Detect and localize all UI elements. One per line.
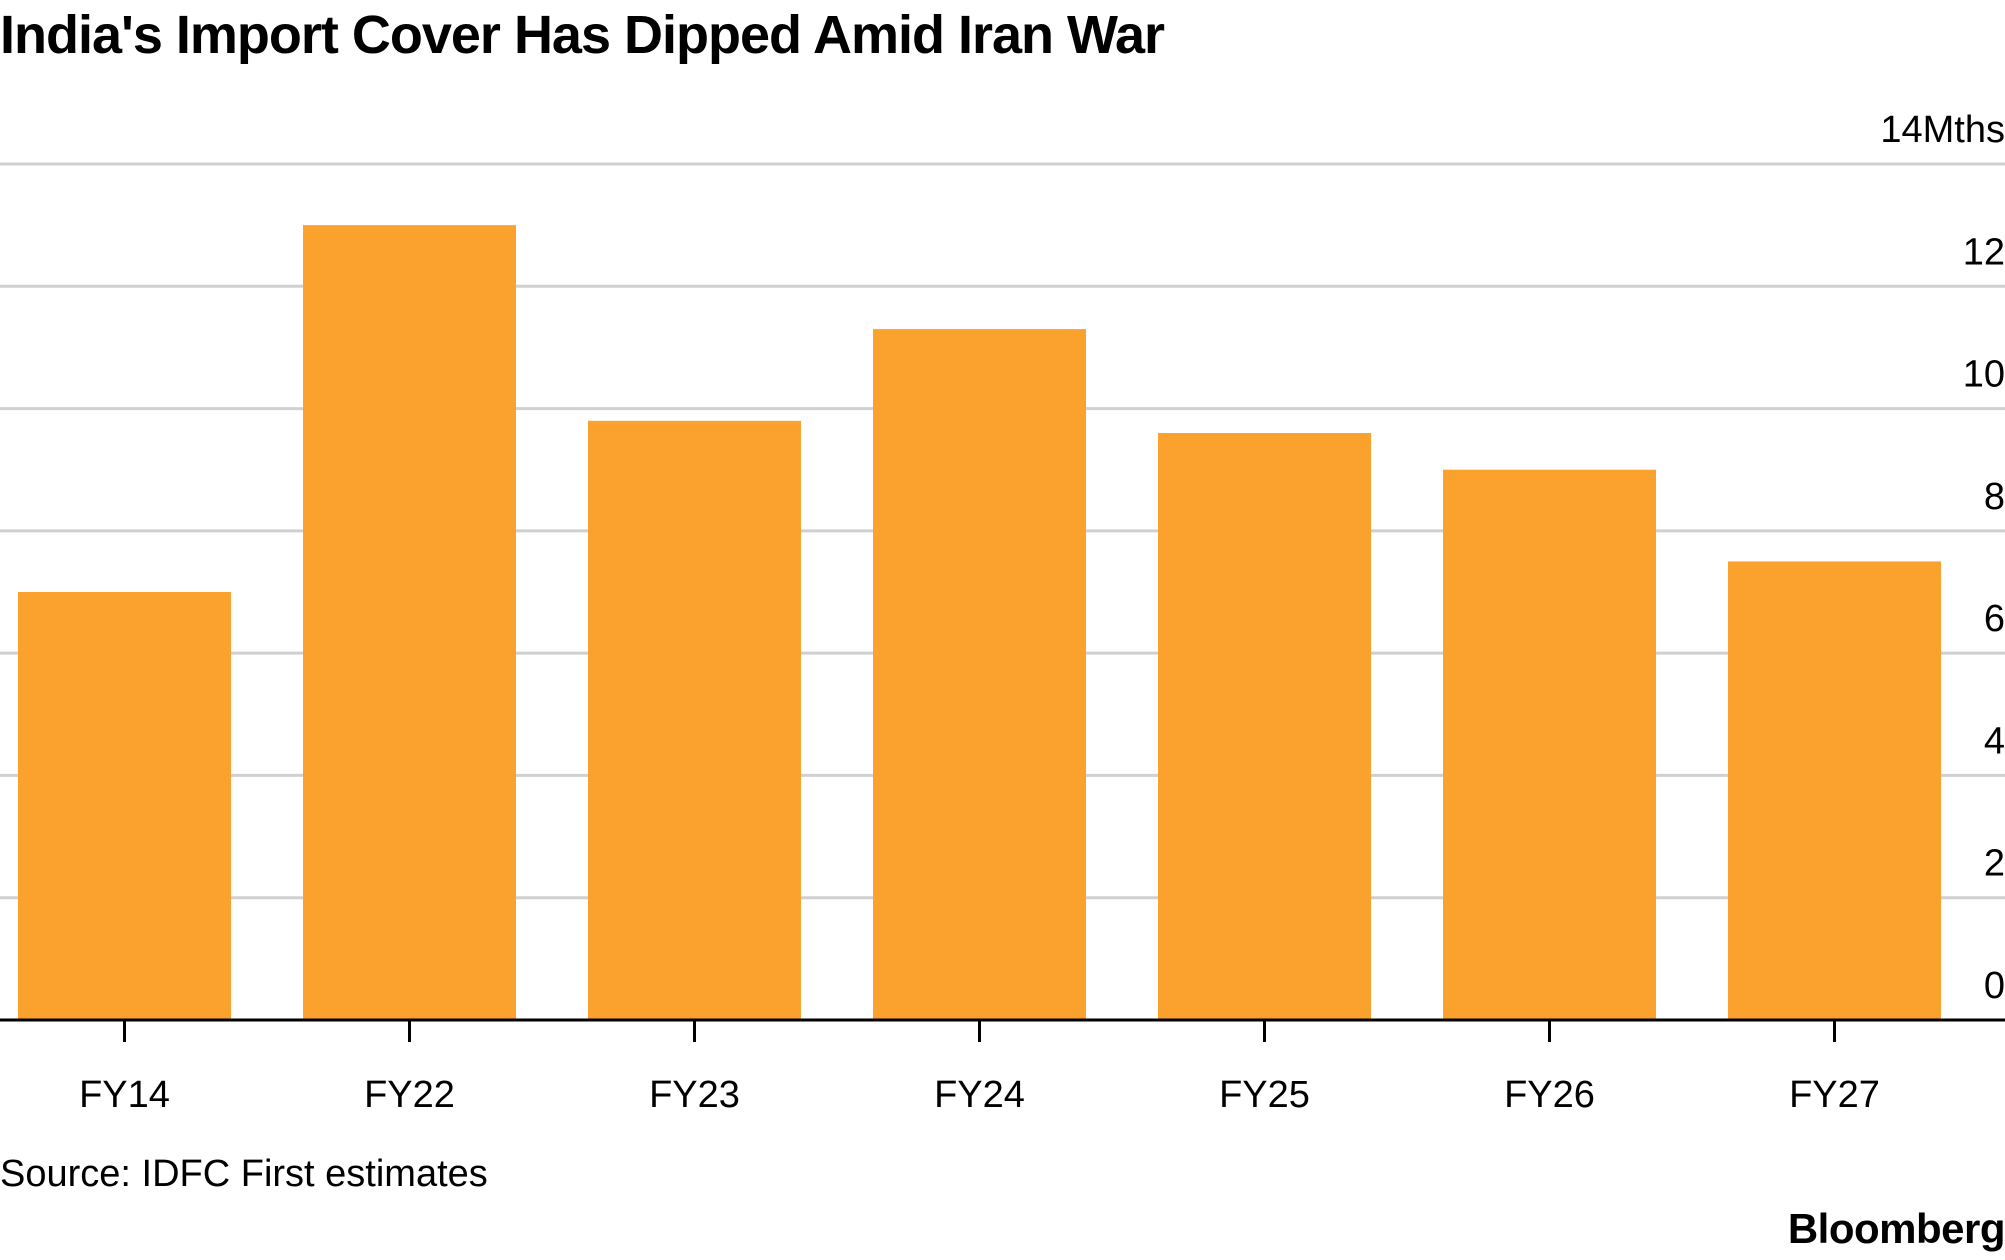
y-tick-label: 4 (1984, 720, 2005, 762)
y-tick-label: 6 (1984, 598, 2005, 640)
y-tick-label: 2 (1984, 843, 2005, 885)
y-tick-label: 0 (1984, 965, 2005, 1007)
bar-fy23 (588, 420, 801, 1020)
bar-fy25 (1158, 433, 1371, 1020)
y-tick-label: 12 (1963, 231, 2005, 273)
x-tick-label: FY23 (649, 1074, 740, 1116)
bar-fy26 (1443, 469, 1656, 1020)
x-tick-label: FY26 (1504, 1074, 1595, 1116)
x-tick-label: FY14 (79, 1074, 170, 1116)
y-tick-label: 14Mths (1880, 109, 2005, 151)
x-axis-tick-labels: FY14 FY22 FY23 FY24 FY25 FY26 FY27 (79, 1074, 1880, 1116)
x-tick-label: FY27 (1789, 1074, 1880, 1116)
y-axis-tick-labels: 0 2 4 6 8 10 12 14Mths (1880, 109, 2005, 1007)
bar-fy27 (1728, 561, 1941, 1020)
bloomberg-logo: Bloomberg (1787, 1205, 2005, 1252)
y-tick-label: 10 (1963, 354, 2005, 396)
bar-fy24 (873, 329, 1086, 1021)
x-tick-label: FY22 (364, 1074, 455, 1116)
bars (18, 225, 1941, 1021)
y-tick-label: 8 (1984, 476, 2005, 518)
x-axis (0, 1018, 2005, 1042)
x-tick-label: FY25 (1219, 1074, 1310, 1116)
chart-title: India's Import Cover Has Dipped Amid Ira… (0, 5, 1165, 65)
x-tick-label: FY24 (934, 1074, 1025, 1116)
bar-fy22 (303, 225, 516, 1021)
source-note: Source: IDFC First estimates (0, 1153, 488, 1195)
bar-fy14 (18, 592, 231, 1020)
